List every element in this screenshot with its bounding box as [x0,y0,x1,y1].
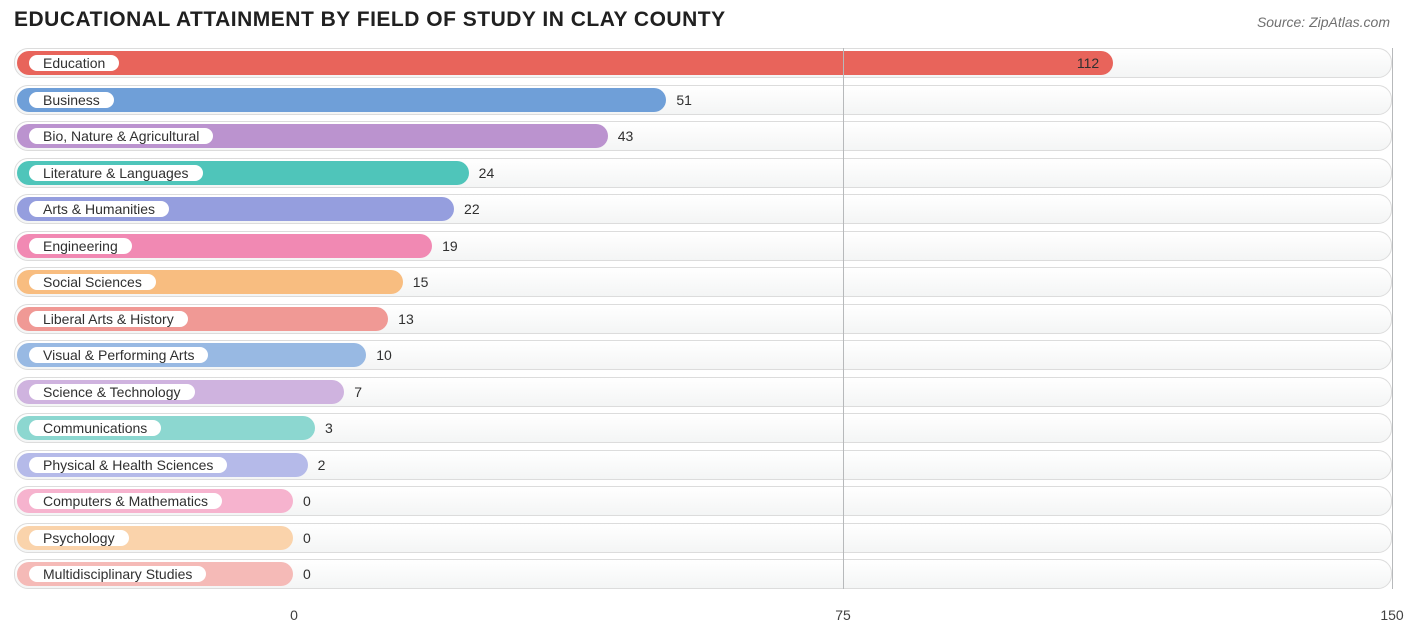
gridline [843,48,844,589]
bar-value-label: 3 [325,414,333,442]
bar-row: Literature & Languages 24 [14,158,1392,188]
bar-value-label: 43 [618,122,634,150]
bar-category-label: Visual & Performing Arts [27,345,210,365]
x-tick-label: 75 [835,607,851,623]
bar-category-label: Communications [27,418,163,438]
bar-row: Visual & Performing Arts 10 [14,340,1392,370]
bar-category-label: Education [27,53,121,73]
bar-row: Communications 3 [14,413,1392,443]
bar-value-label: 2 [318,451,326,479]
bar-category-label: Literature & Languages [27,163,205,183]
bar-value-label: 19 [442,232,458,260]
bar-category-label: Physical & Health Sciences [27,455,229,475]
bars-container: Education 112 Business 51 Bio, Nature & Agri… [14,48,1392,601]
bar-value-label: 10 [376,341,392,369]
chart-title: EDUCATIONAL ATTAINMENT BY FIELD OF STUDY… [14,8,726,32]
bar-value-label: 7 [354,378,362,406]
bar-category-label: Psychology [27,528,131,548]
bar-category-label: Arts & Humanities [27,199,171,219]
bar-category-label: Multidisciplinary Studies [27,564,208,584]
bar-value-label: 0 [303,487,311,515]
bar-row: Bio, Nature & Agricultural 43 [14,121,1392,151]
chart-plot: Education 112 Business 51 Bio, Nature & Agri… [14,48,1392,601]
bar-row: Liberal Arts & History 13 [14,304,1392,334]
bar-value-label: 0 [303,524,311,552]
bar-category-label: Bio, Nature & Agricultural [27,126,215,146]
bar-value-label: 0 [303,560,311,588]
bar-value-label: 24 [479,159,495,187]
bar-row: Computers & Mathematics 0 [14,486,1392,516]
bar-row: Education 112 [14,48,1392,78]
bar-value-label: 15 [413,268,429,296]
bar-category-label: Business [27,90,116,110]
bar-category-label: Social Sciences [27,272,158,292]
bar-category-label: Computers & Mathematics [27,491,224,511]
bar-row: Arts & Humanities 22 [14,194,1392,224]
bar-value-label: 22 [464,195,480,223]
x-tick-label: 0 [290,607,298,623]
bar-row: Social Sciences 15 [14,267,1392,297]
bar-fill [17,51,1113,75]
bar-row: Multidisciplinary Studies 0 [14,559,1392,589]
bar-row: Psychology 0 [14,523,1392,553]
bar-category-label: Engineering [27,236,134,256]
bar-value-label: 51 [676,86,692,114]
bar-row: Science & Technology 7 [14,377,1392,407]
bar-value-label: 112 [1077,49,1381,77]
x-tick-label: 150 [1380,607,1403,623]
source-label: Source: ZipAtlas.com [1257,14,1390,30]
bar-value-label: 13 [398,305,414,333]
bar-row: Business 51 [14,85,1392,115]
bar-category-label: Science & Technology [27,382,197,402]
bar-row: Physical & Health Sciences 2 [14,450,1392,480]
gridline [1392,48,1393,589]
bar-row: Engineering 19 [14,231,1392,261]
bar-category-label: Liberal Arts & History [27,309,190,329]
